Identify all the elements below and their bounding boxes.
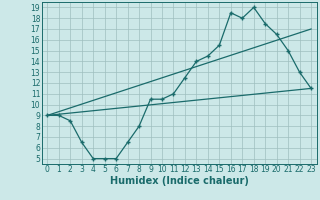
X-axis label: Humidex (Indice chaleur): Humidex (Indice chaleur)	[110, 176, 249, 186]
